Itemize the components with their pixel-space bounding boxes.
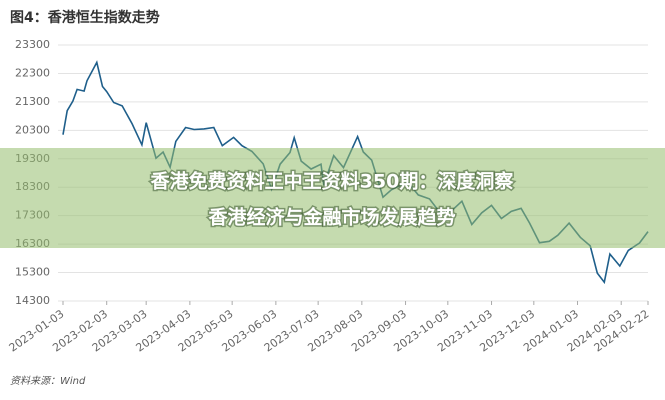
y-tick-label: 15300: [15, 266, 50, 279]
banner-band: [0, 148, 665, 248]
y-tick-label: 22300: [15, 66, 50, 79]
y-tick-label: 14300: [15, 294, 50, 307]
banner-line: 香港经济与金融市场发展趋势: [207, 206, 455, 229]
source-note: 资料来源：Wind: [10, 375, 86, 387]
y-tick-label: 21300: [15, 95, 50, 108]
banner-line: 香港免费资料王中王资料350期：深度洞察: [150, 170, 515, 193]
y-tick-label: 20300: [15, 123, 50, 136]
chart-title: 图4：香港恒生指数走势: [10, 9, 160, 26]
y-tick-label: 23300: [15, 38, 50, 51]
